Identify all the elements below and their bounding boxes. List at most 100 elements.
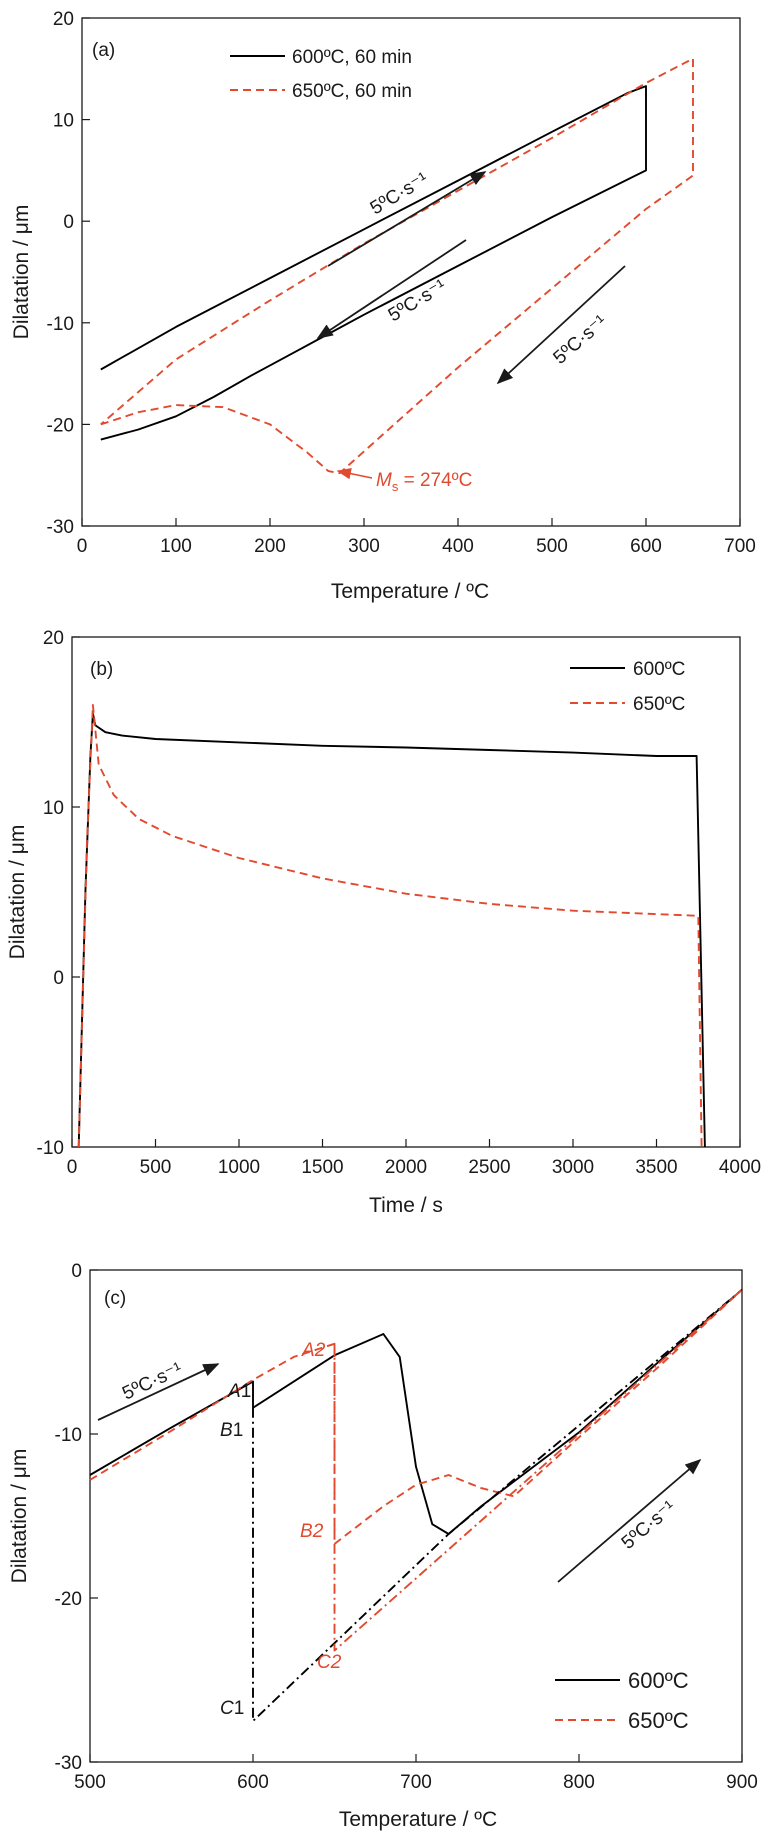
point-label-b1: B1 <box>220 1420 243 1441</box>
panel-a-y-tick-label: 0 <box>63 212 74 233</box>
panel-a-cooling-arrow-1 <box>316 239 467 339</box>
panel-b-series-line-0 <box>77 712 706 1148</box>
panel-c-heating-rate-label-2: 5ºC·s⁻¹ <box>618 1497 680 1554</box>
point-label-b1-digit: 1 <box>233 1420 244 1441</box>
panel-c-y-tick-label: -20 <box>55 1589 82 1610</box>
point-label-a2: A2 <box>301 1340 326 1361</box>
panel-a-ms-subscript: s <box>392 479 399 494</box>
point-label-c2-letter: C <box>317 1652 331 1673</box>
panel-a-plot-frame <box>81 17 741 527</box>
panel-b-x-tick-label: 4000 <box>719 1157 761 1178</box>
panel-a-chart: 0 100 200 300 400 500 600 700 -30 -20 -10 0 10 20 (a)… <box>10 9 756 603</box>
panel-b-x-tick-label: 1000 <box>218 1157 260 1178</box>
panel-b-y-tick-label: 10 <box>43 798 64 819</box>
panel-b-x-tick-label: 0 <box>67 1157 78 1178</box>
point-label-b1-letter: B <box>220 1420 233 1441</box>
panel-a-x-axis-label: Temperature / ºC <box>331 580 489 603</box>
panel-a-x-tick-label: 0 <box>77 536 88 557</box>
panel-c-legend-label-650: 650ºC <box>628 1708 689 1733</box>
panel-b-x-tick-label: 500 <box>140 1157 172 1178</box>
panel-a-y-tick-label: 20 <box>53 9 74 30</box>
panel-b-label: (b) <box>90 659 113 680</box>
panel-b-series-line-1 <box>77 704 703 1148</box>
panel-c-x-tick-label: 700 <box>400 1772 432 1793</box>
panel-c-legend-label-600: 600ºC <box>628 1668 689 1693</box>
panel-c-series-line-2 <box>252 1288 743 1722</box>
panel-c-chart: 500 600 700 800 900 -30 -20 -10 0 (c) Temperatur… <box>8 1261 758 1831</box>
panel-a-legend-label-650: 650ºC, 60 min <box>292 81 412 102</box>
point-label-a1: A1 <box>227 1381 251 1402</box>
panel-a-cooling-arrow-2 <box>496 265 626 385</box>
panel-a-x-tick-label: 700 <box>724 536 756 557</box>
panel-b-x-axis-label: Time / s <box>369 1194 443 1217</box>
panel-c-heating-rate-label-1: 5ºC·s⁻¹ <box>119 1359 185 1405</box>
panel-b-series <box>77 704 706 1148</box>
panel-a-x-tick-label: 600 <box>630 536 662 557</box>
panel-b-chart: 0 500 1000 1500 2000 2500 3000 3500 4000-1001020… <box>6 628 761 1217</box>
panel-a-x-tick-label: 300 <box>348 536 380 557</box>
panel-a-ticks: 0 100 200 300 400 500 600 700 -30 -20 -10 0 10 20 <box>47 9 756 557</box>
panel-b-y-axis-label: Dilatation / μm <box>6 825 29 960</box>
panel-c-y-axis-label: Dilatation / μm <box>8 1449 31 1584</box>
panel-c-x-tick-label: 800 <box>563 1772 595 1793</box>
panel-b-x-tick-label: 3000 <box>552 1157 594 1178</box>
point-label-c2-digit: 2 <box>330 1652 342 1673</box>
panel-a-y-tick-label: -10 <box>47 314 74 335</box>
panel-c-heating-arrow-2 <box>557 1458 702 1583</box>
panel-c-series-line-3 <box>333 1288 743 1652</box>
panel-a-label: (a) <box>92 40 115 61</box>
panel-a-ms-value: = 274ºC <box>398 470 472 491</box>
point-label-a1-digit: 1 <box>241 1381 252 1402</box>
panel-c-series-line-1 <box>89 1289 743 1545</box>
point-label-b2-letter: B <box>300 1521 313 1542</box>
panel-a-cooling-rate-label-1: 5ºC·s⁻¹ <box>385 276 450 327</box>
panel-a-series-line-1 <box>100 57 694 475</box>
panel-a-x-tick-label: 500 <box>536 536 568 557</box>
panel-b-x-tick-label: 2500 <box>468 1157 510 1178</box>
panel-a-legend-label-600: 600ºC, 60 min <box>292 47 412 68</box>
panel-a-heating-arrow <box>327 171 487 267</box>
panel-c-x-tick-label: 900 <box>726 1772 758 1793</box>
panel-b-legend-label-600: 600ºC <box>633 659 685 680</box>
panel-c-x-tick-label: 500 <box>74 1772 106 1793</box>
panel-c-label: (c) <box>104 1288 126 1309</box>
point-label-a1-letter: A <box>227 1381 241 1402</box>
panel-c-y-tick-label: -30 <box>55 1753 82 1774</box>
panel-a-y-axis-label: Dilatation / μm <box>10 205 33 340</box>
panel-a-y-tick-label: -30 <box>47 517 74 538</box>
panel-b-y-tick-label: 0 <box>53 968 64 989</box>
panel-a-ms-arrow <box>336 467 373 480</box>
point-label-b2: B2 <box>300 1521 324 1542</box>
panel-a-series-line-0 <box>100 85 647 441</box>
point-label-a2-digit: 2 <box>314 1340 326 1361</box>
panel-b-x-tick-label: 3500 <box>635 1157 677 1178</box>
panel-a-y-tick-label: -20 <box>47 415 74 436</box>
panel-a-ms-annotation: Ms = 274ºC <box>376 470 472 494</box>
panel-c-x-tick-label: 600 <box>237 1772 269 1793</box>
panel-a-x-tick-label: 200 <box>254 536 286 557</box>
panel-b-y-tick-label: -10 <box>37 1138 64 1159</box>
point-label-c1: C1 <box>220 1698 244 1719</box>
panel-c-heating-arrow-1 <box>97 1363 220 1421</box>
panel-c-y-tick-label: -10 <box>55 1425 82 1446</box>
point-label-a2-letter: A <box>301 1340 315 1361</box>
panel-c-x-axis-label: Temperature / ºC <box>339 1808 497 1831</box>
panel-b-x-tick-label: 2000 <box>385 1157 427 1178</box>
panel-c-series <box>89 1288 743 1722</box>
panel-a-series <box>100 57 694 475</box>
panel-c-ticks: 500 600 700 800 900 -30 -20 -10 0 <box>55 1261 758 1793</box>
panel-b-legend-label-650: 650ºC <box>633 694 685 715</box>
point-label-c1-letter: C <box>220 1698 234 1719</box>
panel-a-y-tick-label: 10 <box>53 111 74 132</box>
panel-a-x-tick-label: 100 <box>160 536 192 557</box>
point-label-c1-digit: 1 <box>234 1698 245 1719</box>
point-label-c2: C2 <box>317 1652 342 1673</box>
panel-b-x-tick-label: 1500 <box>301 1157 343 1178</box>
panel-b-y-tick-label: 20 <box>43 628 64 649</box>
panel-a-x-tick-label: 400 <box>442 536 474 557</box>
panel-c-series-line-0 <box>89 1288 743 1535</box>
panel-a-ms-symbol: M <box>376 470 392 491</box>
panel-c-y-tick-label: 0 <box>71 1261 82 1282</box>
